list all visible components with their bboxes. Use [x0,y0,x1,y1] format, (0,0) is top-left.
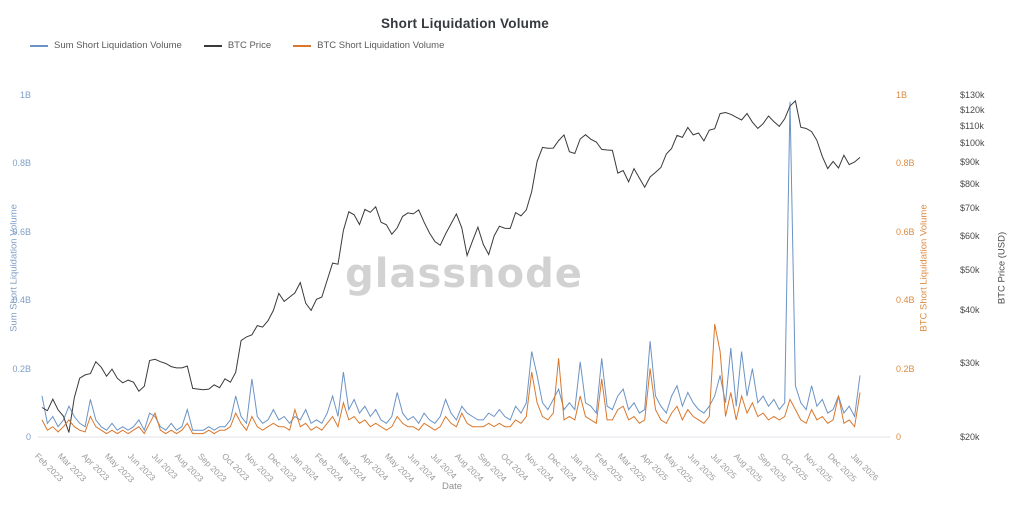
price-tick-$110k: $110k [960,120,984,131]
legend: Sum Short Liquidation Volume BTC Price B… [30,40,444,51]
glassnode-watermark: glassnode [345,251,583,297]
series-line-0 [41,101,861,432]
right-volume-tick-0.4B: 0.4B [896,295,915,306]
left-tick-0.6B: 0.6B [12,226,31,237]
series-line-2 [41,324,861,435]
legend-swatch-blue-line-icon [30,44,48,47]
legend-swatch-orange-line-icon [293,44,312,47]
price-tick-$120k: $120k [960,104,985,115]
right-volume-tick-1B: 1B [896,90,908,100]
legend-label: BTC Price [227,40,272,51]
price-tick-$50k: $50k [960,264,980,275]
left-tick-0.4B: 0.4B [12,295,31,306]
price-tick-$90k: $90k [960,157,980,168]
right-volume-tick-0.8B: 0.8B [896,158,915,169]
legend-item-btc-price[interactable]: BTC Price [203,40,272,51]
right-volume-tick-0: 0 [896,432,902,442]
x-axis-title: Date [441,481,463,492]
left-tick-1B: 1B [19,90,31,100]
price-tick-$30k: $30k [960,357,980,368]
price-tick-$60k: $60k [960,231,980,242]
price-tick-$20k: $20k [960,432,980,442]
left-tick-0.2B: 0.2B [12,363,31,374]
price-tick-$130k: $130k [960,90,985,100]
left-tick-0.8B: 0.8B [12,158,31,169]
legend-label: BTC Short Liquidation Volume [317,40,445,51]
right-volume-tick-0.6B: 0.6B [896,226,915,237]
price-tick-$40k: $40k [960,305,980,316]
legend-item-btc-short-liquidation-volume[interactable]: BTC Short Liquidation Volume [293,40,444,51]
chart-title: Short Liquidation Volume [380,16,550,31]
left-tick-0: 0 [25,432,31,442]
right-volume-tick-0.2B: 0.2B [896,363,915,374]
legend-swatch-dark-line-icon [203,44,222,47]
price-tick-$100k: $100k [960,137,985,148]
legend-item-sum-short-liquidation-volume[interactable]: Sum Short Liquidation Volume [30,40,182,51]
series-line-1 [41,99,861,433]
price-tick-$80k: $80k [960,178,980,189]
legend-label: Sum Short Liquidation Volume [54,40,182,51]
price-tick-$70k: $70k [960,203,980,214]
